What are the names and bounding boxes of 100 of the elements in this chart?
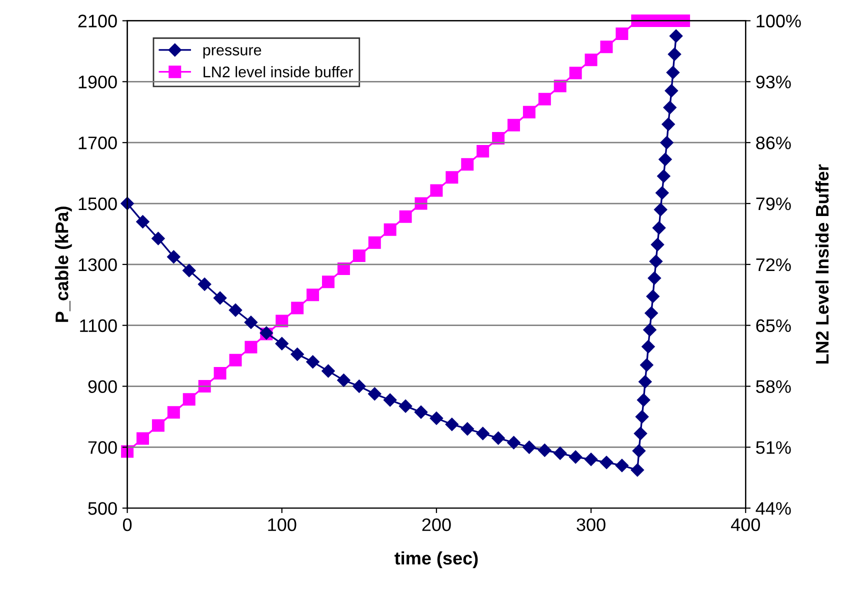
point <box>662 118 675 131</box>
point <box>322 364 335 378</box>
point <box>445 418 459 431</box>
point <box>637 393 650 407</box>
point <box>229 354 242 366</box>
point <box>291 302 304 314</box>
y2-tick-label: 51% <box>756 441 791 454</box>
point <box>430 184 443 197</box>
point <box>430 412 444 425</box>
point <box>136 432 150 445</box>
y2-tick-label: 72% <box>756 258 791 272</box>
point <box>584 452 598 466</box>
point <box>306 288 320 302</box>
point <box>244 316 258 329</box>
point <box>630 463 644 477</box>
y2-tick-label: 44% <box>756 502 791 515</box>
point <box>643 323 656 337</box>
y-tick-label: 1100 <box>80 319 117 332</box>
point <box>632 444 646 458</box>
point <box>476 426 490 440</box>
point <box>663 100 676 114</box>
point <box>322 276 335 288</box>
point <box>616 28 628 40</box>
point <box>167 406 180 419</box>
point <box>446 171 458 184</box>
point <box>182 264 196 278</box>
point <box>642 340 655 354</box>
point <box>584 54 598 66</box>
point <box>399 210 412 223</box>
x-tick-label: 300 <box>576 518 606 532</box>
point <box>368 387 382 400</box>
point <box>522 106 536 118</box>
point <box>136 215 150 228</box>
x-tick-label: 200 <box>422 518 451 532</box>
y-tick-label: 900 <box>88 380 117 394</box>
y-tick-label: 1700 <box>78 136 117 150</box>
y-tick-label: 700 <box>88 441 117 454</box>
point <box>635 410 649 424</box>
y2-tick-label: 86% <box>756 136 791 150</box>
point <box>600 456 614 470</box>
x-tick-label: 0 <box>122 518 132 532</box>
point <box>649 254 663 268</box>
x-axis-title: time (sec) <box>394 551 478 568</box>
point <box>461 158 474 171</box>
point <box>306 355 320 368</box>
y2-tick-label: 65% <box>756 319 791 332</box>
point <box>214 366 226 380</box>
point <box>228 304 242 317</box>
point <box>508 118 520 132</box>
point <box>646 290 660 304</box>
point <box>650 238 664 252</box>
point <box>600 40 613 54</box>
y-tick-label: 1900 <box>78 76 117 88</box>
point <box>384 223 396 236</box>
point <box>414 197 428 210</box>
point <box>398 399 412 413</box>
point <box>569 450 582 464</box>
y-tick-label: 1300 <box>78 258 117 272</box>
point <box>182 393 196 406</box>
point <box>634 426 648 440</box>
y-axis-title: P_cable (kPa) <box>55 206 72 322</box>
point <box>460 422 474 436</box>
point <box>476 145 490 158</box>
point <box>198 278 212 291</box>
point <box>352 380 366 393</box>
point <box>664 84 678 98</box>
point <box>652 221 666 234</box>
x-tick-label: 100 <box>268 518 296 532</box>
point <box>668 48 682 61</box>
legend-label: pressure <box>203 47 262 58</box>
point <box>213 291 227 305</box>
y2-tick-label: 58% <box>756 380 791 394</box>
point <box>244 340 258 354</box>
point <box>669 29 683 43</box>
point <box>666 66 680 80</box>
point <box>352 249 366 262</box>
point <box>522 440 536 454</box>
point <box>538 444 552 457</box>
point <box>368 236 381 249</box>
point <box>290 348 304 361</box>
point <box>660 136 674 150</box>
point <box>658 152 672 166</box>
point <box>538 92 551 106</box>
x-tick-label: 400 <box>730 518 760 532</box>
legend-label: LN2 level inside buffer <box>204 66 354 78</box>
y-tick-label: 2100 <box>78 14 117 28</box>
y2-tick-label: 100% <box>756 14 801 28</box>
point <box>414 406 428 419</box>
point <box>152 232 165 246</box>
y2-axis-title: LN2 Level Inside Buffer <box>815 164 829 364</box>
point <box>569 66 582 80</box>
point <box>384 393 397 407</box>
point <box>492 431 505 445</box>
point <box>638 375 652 388</box>
y2-tick-label: 93% <box>756 76 791 88</box>
point <box>640 358 654 372</box>
point <box>648 272 662 285</box>
point <box>167 250 180 264</box>
point <box>644 306 658 320</box>
point <box>657 170 670 183</box>
